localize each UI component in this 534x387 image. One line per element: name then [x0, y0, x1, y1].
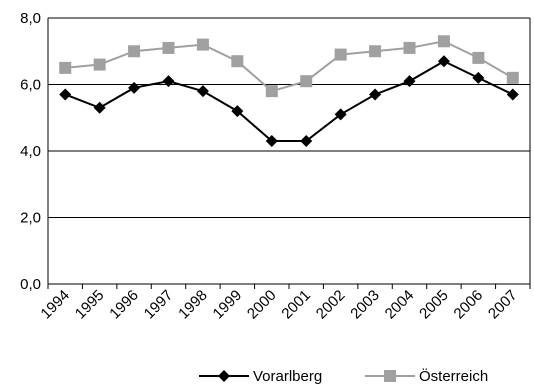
data-point-vorarlberg — [59, 88, 72, 101]
x-tick-label: 1996 — [106, 287, 142, 323]
data-point--sterreich — [162, 41, 175, 54]
legend-label-vorarlberg: Vorarlberg — [253, 368, 322, 385]
x-tick-label: 1994 — [37, 287, 73, 323]
data-point--sterreich — [231, 55, 244, 68]
data-point-vorarlberg — [472, 71, 485, 84]
x-tick-label: 2002 — [313, 287, 349, 323]
data-point--sterreich — [506, 71, 519, 84]
x-tick-label: 2000 — [244, 287, 280, 323]
y-tick-label: 0,0 — [20, 276, 41, 293]
x-tick-label: 2003 — [347, 287, 383, 323]
legend-marker-vorarlberg — [218, 370, 230, 382]
x-tick-label: 2006 — [451, 287, 487, 323]
series-line-vorarlberg — [64, 60, 514, 143]
data-point--sterreich — [196, 38, 209, 51]
x-tick-label: 2004 — [382, 287, 418, 323]
y-tick-label: 4,0 — [20, 143, 41, 160]
data-point--sterreich — [59, 61, 72, 74]
data-point--sterreich — [300, 75, 313, 88]
y-tick-label: 8,0 — [20, 10, 41, 27]
legend-marker--sterreich — [384, 370, 396, 382]
data-point--sterreich — [128, 45, 141, 58]
data-point-vorarlberg — [300, 135, 313, 148]
legend: Vorarlberg Österreich — [199, 367, 488, 385]
data-point-vorarlberg — [334, 108, 347, 121]
y-axis-ticks: 0,0 2,0 4,0 6,0 8,0 — [20, 10, 41, 293]
x-tick-label: 2007 — [485, 287, 521, 323]
x-tick-label: 1995 — [72, 287, 108, 323]
data-point--sterreich — [265, 85, 278, 98]
data-point-vorarlberg — [437, 55, 450, 68]
data-point-vorarlberg — [93, 101, 106, 114]
y-tick-label: 6,0 — [20, 77, 41, 94]
x-tick-label: 1998 — [175, 287, 211, 323]
data-point--sterreich — [93, 58, 106, 71]
data-point--sterreich — [369, 45, 382, 58]
data-point-vorarlberg — [369, 88, 382, 101]
data-point-vorarlberg — [231, 105, 244, 118]
x-tick-label: 2001 — [278, 287, 314, 323]
data-point-vorarlberg — [265, 135, 278, 148]
data-point--sterreich — [472, 51, 485, 64]
data-point-vorarlberg — [162, 75, 175, 88]
data-point--sterreich — [334, 48, 347, 61]
x-tick-label: 2005 — [416, 287, 452, 323]
data-point-vorarlberg — [403, 75, 416, 88]
y-tick-label: 2,0 — [20, 210, 41, 227]
x-tick-label: 1997 — [141, 287, 177, 323]
data-point--sterreich — [403, 41, 416, 54]
gridlines — [47, 17, 531, 285]
data-point-vorarlberg — [128, 81, 141, 94]
legend-label--sterreich: Österreich — [419, 367, 488, 385]
x-tick-label: 1999 — [210, 287, 246, 323]
data-point-vorarlberg — [506, 88, 519, 101]
series-group — [59, 35, 519, 148]
data-point-vorarlberg — [196, 85, 209, 98]
x-axis-ticks: 1994199519961997199819992000200120022003… — [37, 284, 531, 323]
data-point--sterreich — [437, 35, 450, 48]
